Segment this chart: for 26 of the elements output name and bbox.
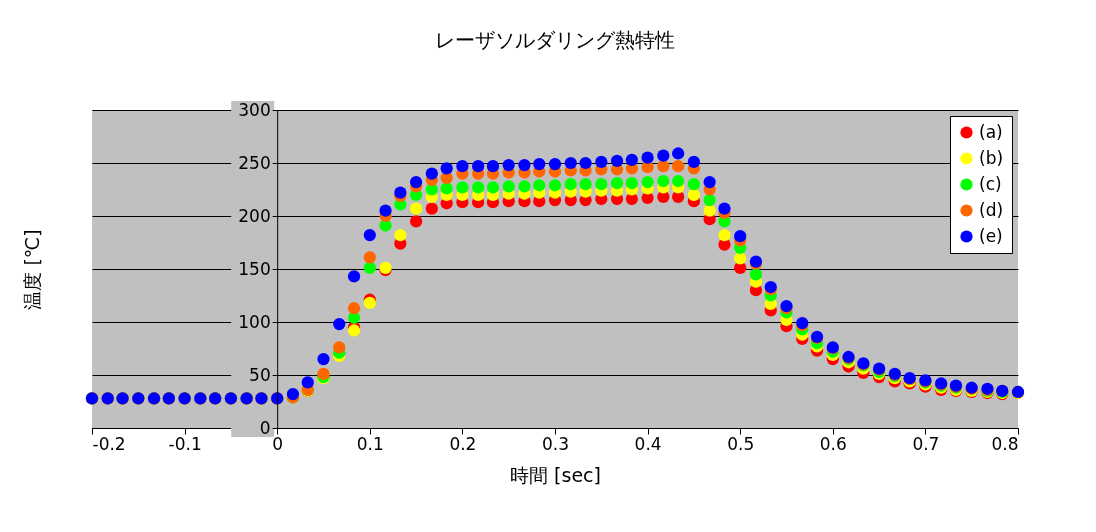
x-tick-label: 0.3 [541, 433, 570, 454]
legend-label: (b) [979, 147, 1004, 168]
x-tick-label: 0.6 [819, 433, 847, 454]
legend-label: (e) [979, 225, 1003, 246]
y-tick-label: 200 [238, 205, 271, 226]
legend-label: (d) [979, 199, 1004, 220]
y-tick-label: 150 [238, 258, 271, 279]
y-tick-label: 0 [259, 417, 271, 438]
x-tick-label: -0.1 [168, 433, 202, 454]
y-tick-label: 250 [238, 152, 271, 173]
y-axis-title: 温度 [℃] [21, 229, 44, 310]
x-tick-label: 0 [272, 433, 284, 454]
x-tick-label: -0.2 [92, 433, 126, 454]
x-tick-label: 0.5 [727, 433, 755, 454]
x-tick-label: 0.2 [449, 433, 477, 454]
y-tick-label: 300 [238, 99, 271, 120]
x-tick-label: 0.4 [634, 433, 662, 454]
y-tick-label: 50 [249, 364, 271, 385]
legend-label: (a) [979, 121, 1003, 142]
x-axis-title: 時間 [sec] [510, 463, 601, 486]
chart-title: レーザソルダリング熱特性 [435, 28, 675, 52]
x-tick-label: 0.8 [991, 433, 1019, 454]
legend-label: (c) [979, 173, 1002, 194]
x-tick-label: 0.1 [356, 433, 384, 454]
y-tick-label: 100 [238, 311, 271, 332]
x-tick-label: 0.7 [912, 433, 940, 454]
